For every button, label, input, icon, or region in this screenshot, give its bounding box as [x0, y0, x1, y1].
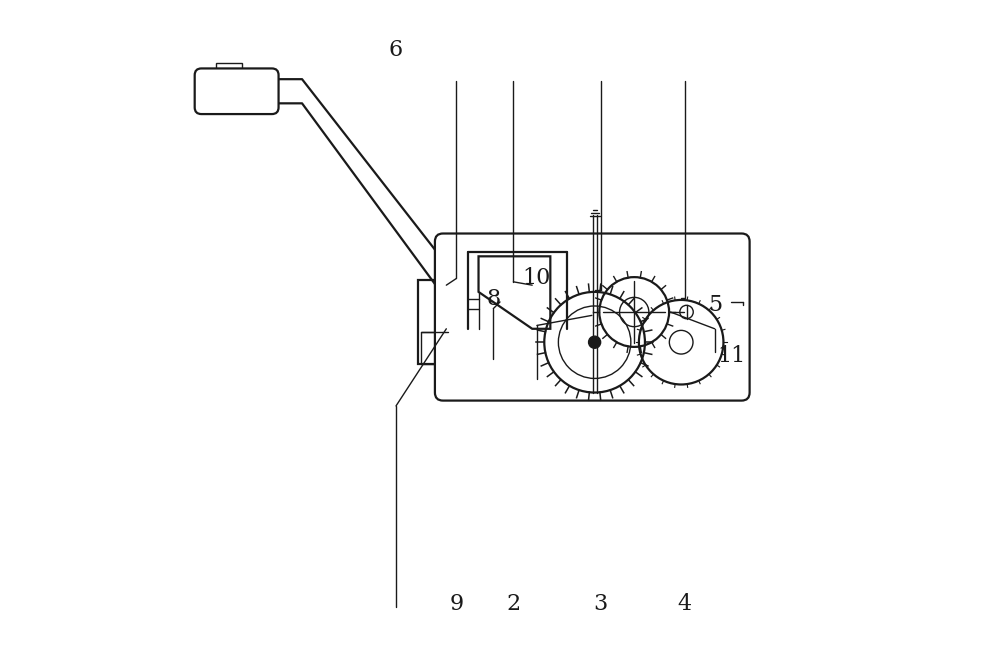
Text: 2: 2 [506, 593, 520, 615]
Text: 8: 8 [486, 288, 500, 309]
FancyBboxPatch shape [435, 234, 750, 401]
Text: 10: 10 [523, 268, 551, 289]
Bar [216, 63, 242, 75]
Text: 11: 11 [717, 345, 746, 366]
Circle shape [589, 336, 601, 348]
Bar [421, 331, 448, 364]
Text: 9: 9 [449, 593, 463, 615]
FancyBboxPatch shape [195, 68, 279, 114]
Bar [418, 280, 450, 364]
Text: 3: 3 [594, 593, 608, 615]
Text: 6: 6 [389, 40, 403, 61]
Text: 5: 5 [708, 295, 722, 316]
Text: 4: 4 [677, 593, 692, 615]
